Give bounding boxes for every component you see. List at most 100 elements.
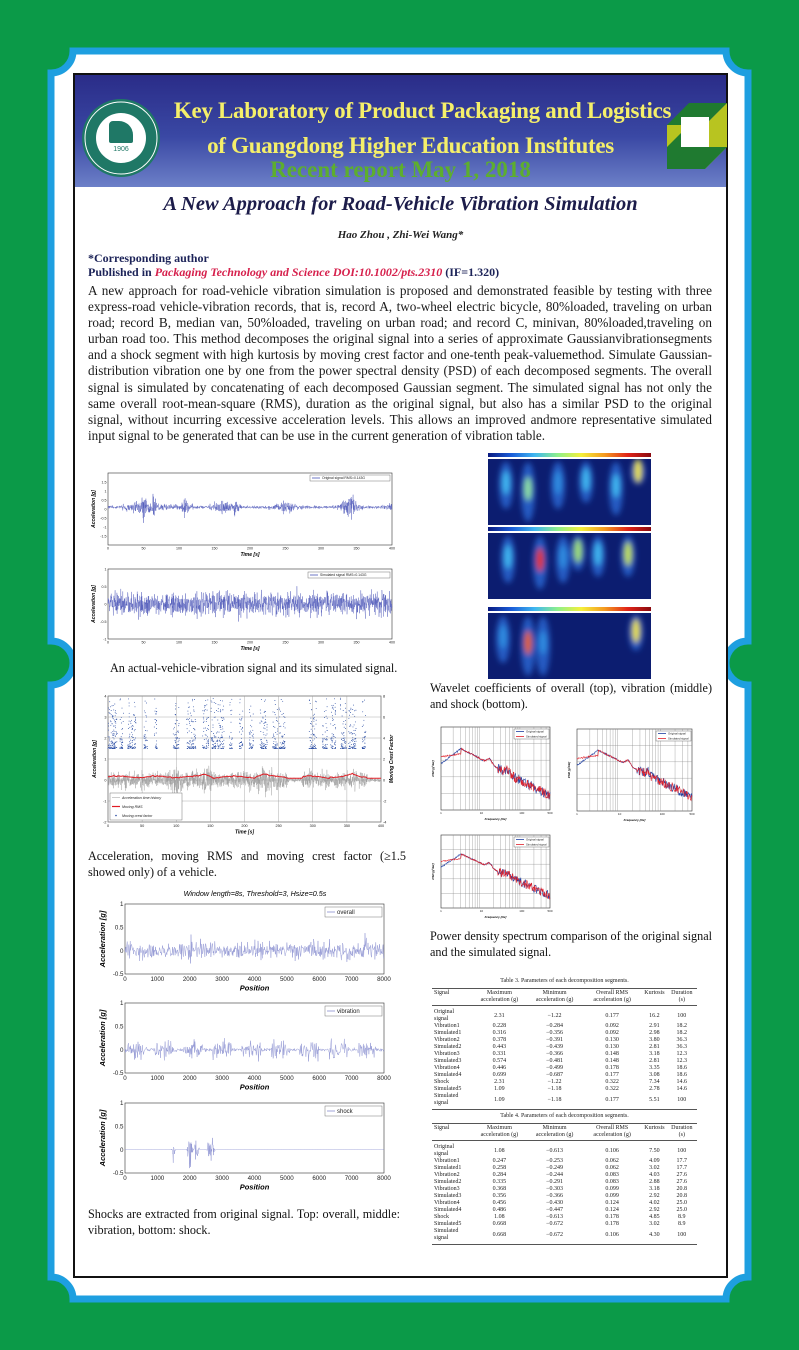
crest-factor-point [128, 723, 130, 725]
crest-factor-point [128, 720, 130, 722]
crest-factor-point [310, 717, 312, 719]
crest-factor-point [341, 737, 343, 739]
crest-factor-point [114, 731, 116, 732]
crest-factor-point [132, 734, 133, 736]
crest-factor-point [120, 738, 122, 740]
crest-factor-point [272, 742, 274, 744]
crest-factor-point [111, 740, 113, 742]
crest-factor-point [334, 747, 336, 749]
column-header: Overall RMS acceleration (g) [582, 1123, 643, 1141]
crest-factor-point [132, 736, 134, 738]
crest-factor-point [310, 748, 312, 749]
crest-factor-point [349, 714, 350, 716]
crest-factor-point [240, 718, 242, 720]
wavelet-overall [488, 453, 651, 525]
table-cell: 3.02 [649, 1221, 660, 1227]
crest-factor-point [111, 743, 113, 744]
crest-factor-point [155, 722, 157, 724]
crest-factor-point [354, 741, 355, 742]
crest-factor-point [216, 732, 217, 734]
table-row: Vibration3 0.331 −0.366 0.148 3.18 12.3 [432, 1051, 697, 1058]
crest-factor-point [342, 710, 344, 711]
crest-factor-point [223, 743, 225, 745]
crest-factor-point [325, 745, 327, 747]
y-tick-label: 0.5 [102, 498, 107, 502]
table-cell: −0.291 [546, 1179, 564, 1185]
simulated-signal-trace [107, 586, 393, 622]
crest-factor-point [263, 727, 265, 729]
table-cell: Vibration3 [434, 1186, 460, 1192]
crest-factor-point [345, 723, 347, 725]
crest-factor-point [213, 747, 215, 749]
crest-factor-point [193, 710, 195, 712]
y-tick-label: 1.5 [102, 480, 107, 484]
column-header: Kurtosis [642, 1123, 667, 1141]
column-header: Minimum acceleration (g) [527, 988, 583, 1006]
crest-factor-point [309, 746, 311, 748]
crest-factor-point [343, 747, 345, 749]
crest-factor-point [250, 743, 252, 745]
trace-shock [125, 1137, 384, 1169]
crest-factor-point [260, 731, 262, 733]
crest-factor-point [205, 727, 207, 729]
crest-factor-point [310, 744, 312, 745]
crest-factor-point [121, 746, 123, 748]
crest-factor-point [260, 747, 261, 748]
crest-factor-point [326, 738, 328, 740]
crest-factor-point [132, 746, 134, 748]
crest-factor-point [365, 732, 367, 734]
crest-factor-point [193, 721, 195, 723]
crest-factor-point [345, 719, 347, 721]
logo-year: 1906 [113, 146, 129, 153]
crest-factor-point [311, 747, 313, 749]
x-tick-label: 0 [123, 1175, 127, 1182]
table-row: Simulated signal 0.668 −0.672 0.106 4.30 100 [432, 1228, 697, 1245]
crest-factor-point [283, 723, 285, 725]
table-cell: 0.062 [605, 1158, 619, 1164]
x-tick-label: 400 [378, 824, 384, 828]
x-tick-label: 10 [480, 811, 484, 815]
crest-factor-point [283, 716, 285, 718]
crest-factor-point [113, 746, 115, 748]
logo-ring [84, 101, 158, 175]
crest-factor-point [191, 721, 193, 723]
crest-factor-point [191, 743, 193, 745]
crest-factor-point [177, 736, 179, 738]
y-tick-label: -2 [103, 820, 106, 824]
crest-factor-point [133, 730, 135, 732]
crest-factor-point [208, 744, 210, 746]
crest-factor-point [221, 717, 223, 719]
table-cell: Simulated signal [432, 1228, 472, 1245]
x-tick-label: 400 [389, 641, 395, 645]
crest-factor-point [193, 743, 195, 745]
crest-factor-point [133, 715, 135, 716]
crest-factor-point [218, 739, 220, 741]
crest-factor-point [230, 747, 232, 749]
table-cell: 14.6 [676, 1079, 688, 1085]
x-tick-label: 100 [519, 811, 524, 815]
crest-factor-point [281, 736, 283, 738]
figure-shock-extraction: Window length=8s, Threshold=3, Hsize=0.5… [98, 889, 391, 1191]
crest-factor-point [145, 702, 147, 704]
crest-factor-point [186, 745, 188, 747]
x-tick-label: 350 [354, 547, 360, 551]
crest-factor-point [188, 730, 190, 732]
crest-factor-point [213, 736, 215, 738]
crest-factor-point [364, 736, 366, 738]
crest-factor-point [325, 747, 326, 749]
table-cell: Vibration4 [434, 1200, 460, 1206]
journal-doi-link[interactable]: Packaging Technology and Science DOI:10.… [154, 265, 443, 279]
crest-factor-point [279, 742, 281, 744]
crest-factor-point [114, 719, 115, 721]
crest-factor-point [351, 740, 352, 741]
crest-factor-point [208, 717, 210, 718]
table-row: Simulated2 0.443 −0.439 0.130 2.81 36.3 [432, 1044, 697, 1051]
crest-factor-point [193, 733, 195, 735]
crest-factor-point [133, 736, 134, 738]
crest-factor-point [345, 707, 347, 709]
crest-factor-point [313, 738, 315, 740]
crest-factor-point [252, 746, 253, 748]
crest-factor-point [172, 747, 174, 749]
crest-factor-point [230, 742, 231, 744]
legend-entry: Original signal RMS=0.143G [322, 476, 365, 480]
